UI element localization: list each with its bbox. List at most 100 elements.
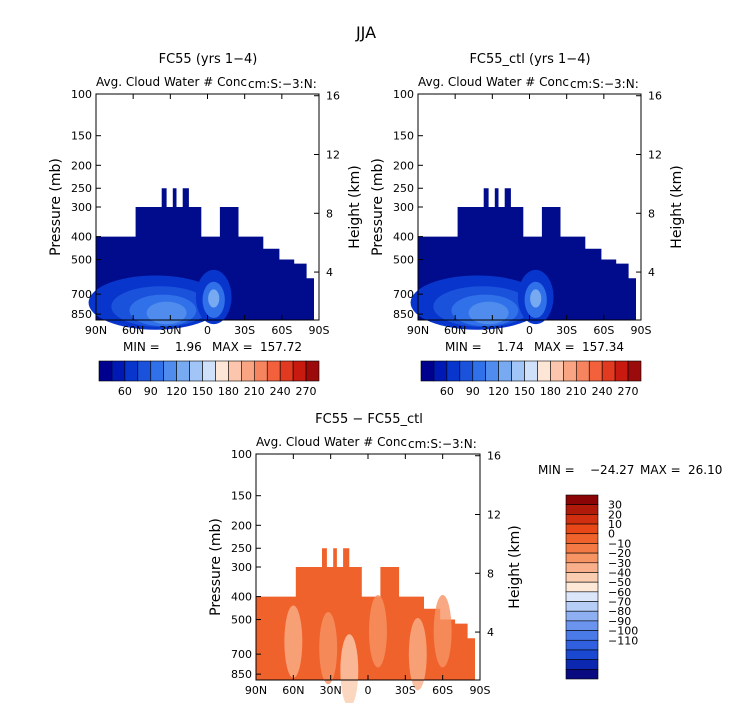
y2-tick-label: 16 — [648, 90, 662, 103]
colorbar-label: 0 — [608, 528, 615, 541]
colorbar-swatch — [565, 581, 599, 593]
x-tick-label: 0 — [365, 684, 372, 697]
colorbar-swatch — [459, 360, 474, 382]
colorbar-label: 90 — [144, 385, 158, 398]
main-title: JJA — [355, 23, 376, 42]
y-tick-label: 700 — [71, 288, 92, 301]
panel-title: FC55 − FC55_ctl — [315, 412, 423, 427]
colorbar-swatch — [565, 601, 599, 612]
colorbar-label: 240 — [592, 385, 613, 398]
x-tick-label: 90S — [309, 324, 330, 337]
colorbar-swatch — [565, 659, 599, 670]
colorbar-swatch — [189, 360, 203, 382]
y-tick-label: 250 — [71, 182, 92, 195]
colorbar-label: 30 — [608, 499, 622, 512]
y-tick-label: 300 — [71, 201, 92, 214]
panel-difference: FC55 − FC55_ctl Avg. Cloud Water # Conc … — [208, 412, 722, 703]
colorbar-fc55-ctl: 60 90 120 150 180 210 240 270 — [420, 360, 642, 398]
panel-title: FC55 (yrs 1−4) — [159, 52, 258, 67]
max-label: MAX = — [640, 463, 681, 477]
colorbar-label: 210 — [244, 385, 265, 398]
colorbar-label: 270 — [296, 385, 317, 398]
min-label: MIN = — [123, 340, 160, 354]
y-tick-label: 150 — [71, 130, 92, 143]
max-value: 26.10 — [688, 463, 722, 477]
colorbar-swatch — [575, 360, 590, 382]
contour-blob — [146, 301, 187, 325]
colorbar-label: 150 — [514, 385, 535, 398]
colorbar-label: 120 — [488, 385, 509, 398]
contour-blob — [319, 611, 338, 685]
colorbar-label: −10 — [608, 537, 631, 550]
y-tick-label: 200 — [393, 159, 414, 172]
colorbar-swatch — [292, 360, 307, 382]
y2-tick-label: 12 — [326, 149, 340, 162]
max-value: 157.72 — [260, 340, 302, 354]
x-tick-label: 90N — [85, 324, 107, 337]
colorbar-label: −50 — [608, 576, 631, 589]
max-label: MAX = — [534, 340, 575, 354]
panel-subtitle: Avg. Cloud Water # Conc — [418, 75, 569, 89]
min-value: −24.27 — [590, 463, 634, 477]
x-tick-label: 60N — [444, 324, 466, 337]
colorbar-label: 60 — [440, 385, 454, 398]
x-tick-label: 30N — [320, 684, 342, 697]
y-tick-label: 300 — [231, 561, 252, 574]
axes: 90N 60N 30N 0 30S 60S 90S 100 150 200 250 300 400 500… — [71, 88, 340, 337]
y-tick-label: 850 — [393, 308, 414, 321]
region-label: cm:S:−3:N: — [408, 437, 477, 451]
panel-subtitle: Avg. Cloud Water # Conc — [256, 435, 407, 449]
colorbar-swatch — [111, 360, 126, 382]
y-tick-label: 150 — [393, 130, 414, 143]
x-tick-label: 90N — [407, 324, 429, 337]
colorbar-swatch — [485, 360, 499, 382]
colorbar-swatch — [565, 572, 599, 583]
y-tick-label: 700 — [231, 648, 252, 661]
region-label: cm:S:−3:N: — [248, 77, 317, 91]
y2-tick-label: 8 — [487, 567, 494, 580]
y2-tick-label: 8 — [326, 207, 333, 220]
colorbar-swatch — [565, 562, 599, 573]
x-tick-label: 90S — [631, 324, 652, 337]
colorbar-label: 20 — [608, 508, 622, 521]
y2-tick-label: 12 — [648, 149, 662, 162]
colorbar-label: 120 — [166, 385, 187, 398]
contour-blob — [408, 617, 427, 691]
colorbar-swatch — [150, 360, 165, 382]
colorbar-swatch — [163, 360, 177, 382]
colorbar-label: 180 — [218, 385, 239, 398]
y2-tick-label: 4 — [487, 626, 494, 639]
colorbar-swatch — [565, 494, 599, 505]
contour-field — [256, 548, 475, 703]
colorbar-label: 90 — [466, 385, 480, 398]
colorbar-label: −30 — [608, 557, 631, 570]
panel-subtitle: Avg. Cloud Water # Conc — [96, 75, 247, 89]
colorbar-swatch — [627, 360, 642, 382]
colorbar-swatch — [565, 514, 599, 525]
x-tick-label: 60N — [122, 324, 144, 337]
colorbar-label: 10 — [608, 518, 622, 531]
colorbar-swatch — [420, 360, 435, 382]
y-axis-label: Pressure (mb) — [48, 158, 64, 256]
colorbar-swatch — [565, 504, 599, 515]
y-tick-label: 700 — [393, 288, 414, 301]
colorbar-label: −110 — [608, 634, 638, 647]
y-tick-label: 850 — [231, 668, 252, 681]
y-tick-label: 100 — [71, 88, 92, 101]
panel-fc55: FC55 (yrs 1−4) Avg. Cloud Water # Conc c… — [48, 52, 363, 354]
axes: 90N 60N 30N 0 30S 60S 90S 100 150 200 250 300 400 500… — [231, 448, 501, 697]
colorbar-swatch — [279, 360, 294, 382]
contour-field — [410, 188, 636, 330]
region-label: cm:S:−3:N: — [570, 77, 639, 91]
colorbar-label: −90 — [608, 615, 631, 628]
y-tick-label: 400 — [71, 231, 92, 244]
y-tick-label: 850 — [71, 308, 92, 321]
colorbar-swatch — [446, 360, 461, 382]
colorbar-label: −80 — [608, 605, 631, 618]
colorbar-label: 240 — [270, 385, 291, 398]
colorbar-swatch — [266, 360, 281, 382]
x-tick-label: 0 — [526, 324, 533, 337]
contour-blob — [284, 605, 303, 678]
colorbar-swatch — [124, 360, 139, 382]
